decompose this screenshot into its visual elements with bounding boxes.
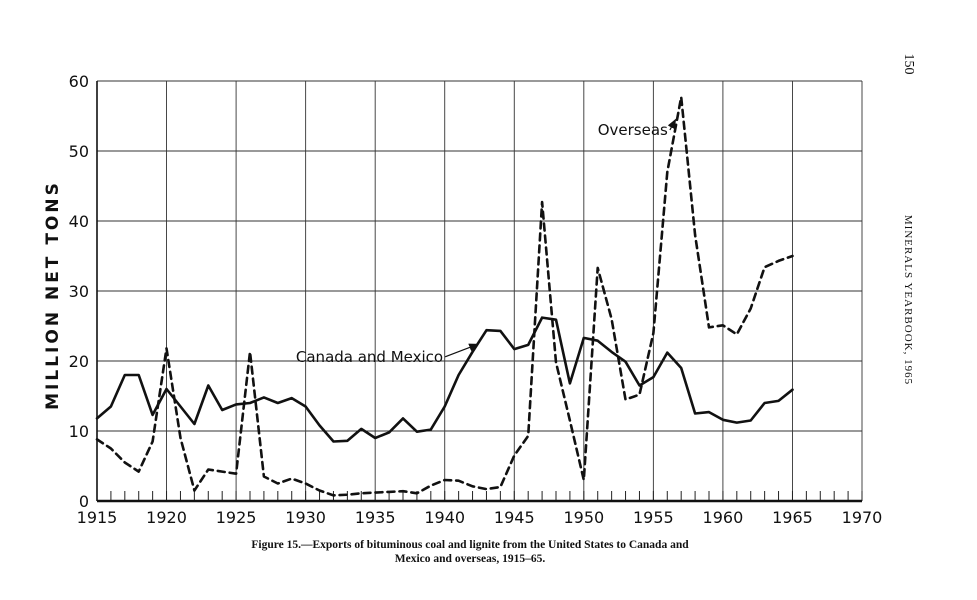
x-tick-label: 1955: [633, 508, 674, 527]
x-tick-label: 1945: [494, 508, 535, 527]
y-tick-label: 60: [69, 72, 89, 91]
annotation-arrow: [667, 118, 677, 131]
caption-line-2: Mexico and overseas, 1915–65.: [394, 553, 546, 565]
x-minor-ticks: [96, 491, 863, 501]
x-tick-label: 1935: [355, 508, 396, 527]
x-tick-label: 1930: [285, 508, 326, 527]
series-lines: [95, 95, 794, 497]
x-tick-label: 1915: [77, 508, 118, 527]
x-tick-label: 1940: [424, 508, 465, 527]
y-tick-label: 50: [69, 142, 89, 161]
figure-caption: Figure 15.—Exports of bituminous coal an…: [200, 538, 740, 566]
annotation-overseas: Overseas: [598, 121, 668, 139]
series-line-canada-and-mexico: [95, 316, 794, 443]
caption-line-1: Figure 15.—Exports of bituminous coal an…: [251, 539, 689, 551]
x-tick-label: 1965: [772, 508, 813, 527]
y-tick-label: 10: [69, 422, 89, 441]
annotations: Overseas Canada and Mexico: [296, 118, 677, 366]
series-line-overseas: [95, 95, 794, 497]
y-tick-label: 30: [69, 282, 89, 301]
page-number: 150: [901, 54, 916, 75]
axes: [96, 81, 862, 503]
y-tick-label: 40: [69, 212, 89, 231]
x-tick-label: 1950: [563, 508, 604, 527]
x-tick-label: 1925: [216, 508, 257, 527]
grid: [96, 80, 863, 502]
x-tick-label: 1970: [842, 508, 883, 527]
x-tick-label: 1920: [146, 508, 187, 527]
x-tick-label: 1960: [703, 508, 744, 527]
running-header: MINERALS YEARBOOK, 1965: [902, 215, 914, 385]
y-tick-label: 20: [69, 352, 89, 371]
y-tick-label: 0: [79, 492, 89, 511]
annotation-canada-and-mexico: Canada and Mexico: [296, 348, 443, 366]
y-axis-label: MILLION NET TONS: [43, 180, 63, 410]
annotation-arrow: [444, 343, 480, 358]
tick-labels: 1915 1920 1925 1930 1935 1940 1945 1950 1955 1960…: [69, 72, 883, 527]
